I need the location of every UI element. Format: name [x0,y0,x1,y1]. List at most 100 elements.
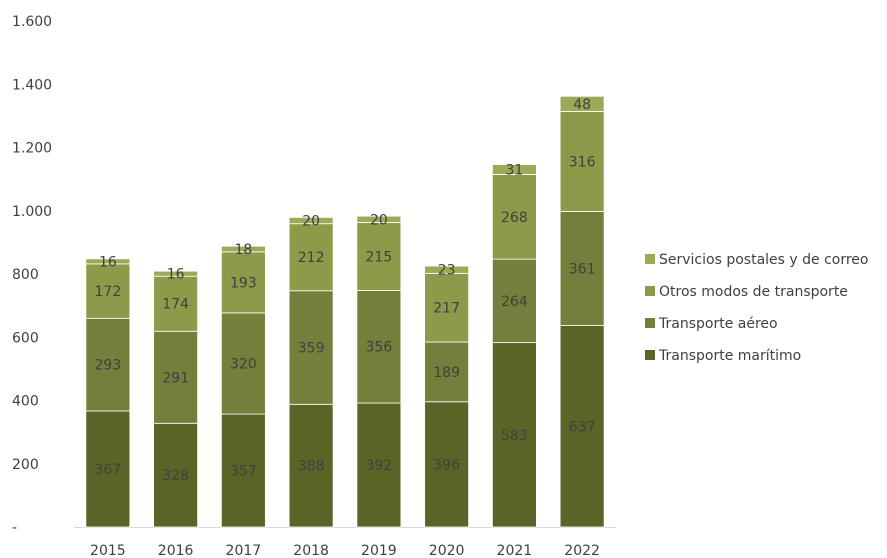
bar-segment [220,245,266,253]
bar-stack: 392 356 215 20 [356,212,402,528]
y-tick-label: 400 [12,394,39,410]
bar-segment [153,422,199,528]
bar-segment [559,325,605,528]
bar-stack: 388 359 212 20 [288,214,334,528]
bar-stack: 367 293 172 16 [85,254,131,528]
y-tick-label: 200 [12,457,39,473]
legend-item: Transporte aéreo [645,316,778,332]
bar-segment [288,290,334,405]
data-label: 212 [298,250,325,266]
bar-stack: 637 361 316 48 [559,95,605,528]
bar-stack: 583 264 268 31 [491,162,537,528]
data-label: 215 [366,249,393,265]
y-tick-label: 800 [12,267,39,283]
bar-segment [424,272,470,343]
bar-segment [491,173,537,260]
bar-segment [153,275,199,332]
bar-segment [424,341,470,403]
bar-segment [153,330,199,424]
x-tick-label: 2018 [293,543,329,558]
bar-segment [356,222,402,291]
y-axis: - 200 400 600 800 1.000 1.200 1.400 1.600 [12,14,52,536]
bar-segment [220,413,266,528]
bar-segment [220,251,266,314]
data-label: 583 [501,428,528,444]
data-label: 388 [298,459,325,475]
legend-swatch [645,254,655,264]
x-tick-label: 2022 [564,543,600,558]
y-tick-label: 600 [12,330,39,346]
data-label: 31 [505,162,523,178]
bar-segment [288,223,334,292]
bar-segment [288,403,334,528]
data-label: 16 [99,254,117,270]
bar-stack: 357 320 193 18 [220,242,266,528]
bar-segment [85,258,131,265]
legend-swatch [645,318,655,328]
bar-stack: 396 189 217 23 [424,263,470,528]
bar-segment [220,312,266,415]
legend: Servicios postales y de correo Otros modo… [645,252,868,364]
legend-swatch [645,350,655,360]
data-label: 48 [573,97,591,113]
bars-area: 367 293 172 16 328 291 174 16 357 320 193 18 388 359 2… [85,95,605,528]
data-label: 361 [569,261,596,277]
legend-item: Transporte marítimo [645,348,801,364]
bar-segment [356,215,402,223]
x-tick-label: 2016 [158,543,194,558]
legend-item: Otros modos de transporte [645,284,848,300]
data-label: 189 [433,365,460,381]
data-label: 172 [95,284,122,300]
bar-segment [491,342,537,528]
data-label: 16 [167,267,185,283]
x-tick-label: 2021 [497,543,533,558]
data-label: 268 [501,210,528,226]
y-tick-label: 1.400 [12,77,52,93]
data-label: 293 [95,358,122,374]
bar-segment [559,210,605,326]
y-tick-label: - [12,520,17,536]
data-label: 316 [569,154,596,170]
data-label: 264 [501,294,528,310]
legend-item: Servicios postales y de correo [645,252,868,268]
data-label: 174 [162,297,189,313]
data-label: 291 [162,370,189,386]
data-label: 396 [433,457,460,473]
legend-label: Servicios postales y de correo [659,252,868,268]
bar-segment [559,111,605,212]
data-label: 20 [302,214,320,230]
bar-segment [424,401,470,528]
data-label: 217 [433,301,460,317]
bar-segment [356,290,402,404]
legend-label: Transporte marítimo [658,348,801,364]
bar-segment [424,265,470,274]
data-label: 320 [230,356,257,372]
data-label: 357 [230,464,257,480]
data-label: 18 [234,242,252,258]
data-label: 193 [230,275,257,291]
bar-segment [356,402,402,528]
bar-segment [288,216,334,225]
x-tick-label: 2019 [361,543,397,558]
x-tick-label: 2015 [90,543,126,558]
data-label: 328 [162,468,189,484]
bar-segment [153,270,199,277]
data-label: 637 [569,419,596,435]
y-tick-label: 1.600 [12,14,52,30]
data-label: 367 [95,462,122,478]
bar-segment [85,317,131,412]
data-label: 23 [438,263,456,279]
x-axis: 2015 2016 2017 2018 2019 2020 2021 2022 [74,527,616,558]
legend-swatch [645,286,655,296]
x-tick-label: 2020 [429,543,465,558]
bar-segment [85,410,131,528]
bar-segment [491,258,537,344]
y-tick-label: 1.000 [12,204,52,220]
data-label: 359 [298,341,325,357]
data-label: 392 [366,458,393,474]
legend-label: Otros modos de transporte [659,284,848,300]
y-tick-label: 1.200 [12,141,52,157]
data-label: 20 [370,212,388,228]
x-tick-label: 2017 [226,543,262,558]
